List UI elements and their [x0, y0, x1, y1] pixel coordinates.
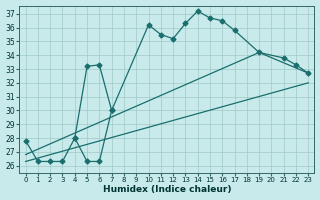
X-axis label: Humidex (Indice chaleur): Humidex (Indice chaleur) [103, 185, 231, 194]
